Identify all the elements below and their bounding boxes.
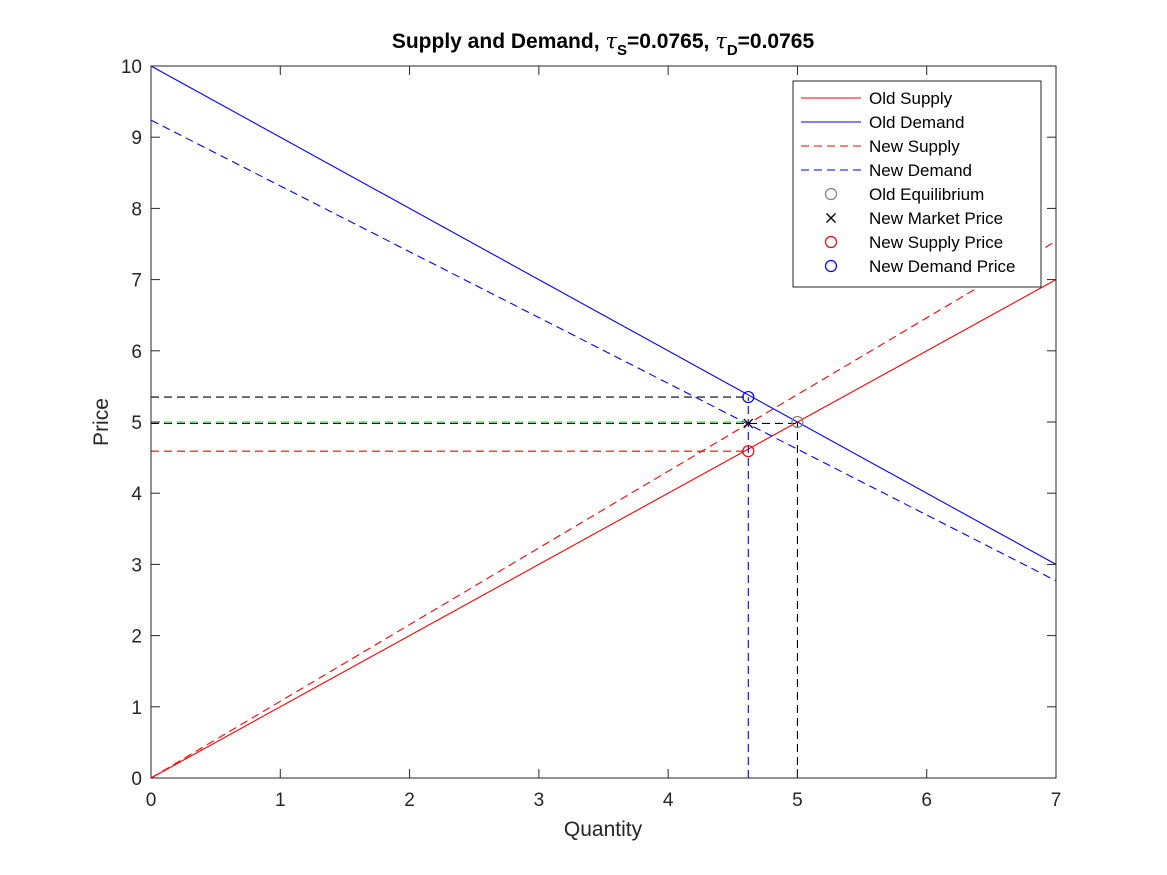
title-separator: ,	[704, 30, 716, 53]
lines-layer	[150, 65, 1057, 779]
x-tick-label-2: 2	[404, 790, 415, 811]
y-tick-label-8: 8	[131, 199, 142, 220]
legend-item-new-demand: New Demand	[801, 161, 972, 180]
legend-label: Old Demand	[869, 113, 964, 132]
tau-s-value: =0.0765	[627, 30, 704, 53]
y-tick-label-4: 4	[131, 484, 142, 505]
y-tick-label-5: 5	[131, 413, 142, 434]
legend-swatch	[824, 259, 838, 273]
tau-d-value: =0.0765	[738, 30, 815, 53]
legend-swatch	[826, 213, 836, 223]
y-tick-label-9: 9	[131, 128, 142, 149]
legend-swatch	[824, 235, 838, 249]
y-tick-label-7: 7	[131, 271, 142, 292]
series-new-demand	[150, 119, 1057, 582]
tau-s-symbol: τ	[605, 29, 617, 53]
guides-layer	[151, 396, 798, 778]
x-tick-label-3: 3	[534, 790, 545, 811]
y-axis-label: Price	[90, 398, 113, 446]
legend-label: New Supply Price	[869, 233, 1003, 252]
legend-item-new-supply-price: New Supply Price	[824, 233, 1003, 252]
legend-label: New Supply	[869, 137, 960, 156]
markers-layer	[742, 390, 804, 458]
legend-label: New Demand	[869, 161, 972, 180]
legend-label: New Demand Price	[869, 257, 1015, 276]
y-tick-label-10: 10	[121, 57, 142, 78]
legend-item-new-supply: New Supply	[801, 137, 960, 156]
tau-s-subscript: S	[617, 42, 627, 59]
x-tick-label-5: 5	[792, 790, 803, 811]
axes-layer: 0 1 2 3 4 5 6 7 0 1 2 3 4 5 6 7 8 9 10	[121, 57, 1061, 811]
y-tick-label-1: 1	[131, 698, 142, 719]
tau-d-subscript: D	[727, 42, 738, 59]
legend-item-old-demand: Old Demand	[801, 113, 964, 132]
legend-label: New Market Price	[869, 209, 1003, 228]
marker-old-equilibrium	[791, 415, 804, 429]
legend-box	[792, 80, 1042, 288]
x-axis-label: Quantity	[564, 818, 643, 841]
title-prefix: Supply and Demand,	[392, 30, 606, 53]
series-new-supply	[150, 240, 1057, 779]
marker-new-supply-price	[742, 445, 755, 458]
legend-item-old-supply: Old Supply	[801, 89, 953, 108]
y-tick-label-3: 3	[131, 555, 142, 576]
series-old-demand	[150, 65, 1057, 565]
marker-new-market-price	[743, 418, 754, 429]
x-tick-label-6: 6	[921, 790, 932, 811]
chart-title: Supply and Demand, τS=0.0765, τD=0.0765	[392, 29, 815, 59]
x-tick-label-0: 0	[146, 790, 157, 811]
legend-label: Old Equilibrium	[869, 185, 984, 204]
legend-item-new-market-price: New Market Price	[826, 209, 1003, 228]
legend-label: Old Supply	[869, 89, 953, 108]
x-tick-label-1: 1	[275, 790, 286, 811]
series-old-supply	[150, 279, 1057, 779]
tau-d-symbol: τ	[715, 29, 727, 53]
legend-swatch	[824, 187, 838, 201]
legend: Old Supply Old Demand New Supply New Demand…	[792, 80, 1042, 288]
y-tick-label-2: 2	[131, 627, 142, 648]
marker-new-demand-price	[742, 390, 755, 404]
x-tick-label-4: 4	[663, 790, 674, 811]
y-tick-label-0: 0	[131, 769, 142, 790]
legend-item-new-demand-price: New Demand Price	[824, 257, 1015, 276]
y-tick-label-6: 6	[131, 342, 142, 363]
x-tick-label-7: 7	[1051, 790, 1062, 811]
legend-item-old-equilibrium: Old Equilibrium	[824, 185, 984, 204]
